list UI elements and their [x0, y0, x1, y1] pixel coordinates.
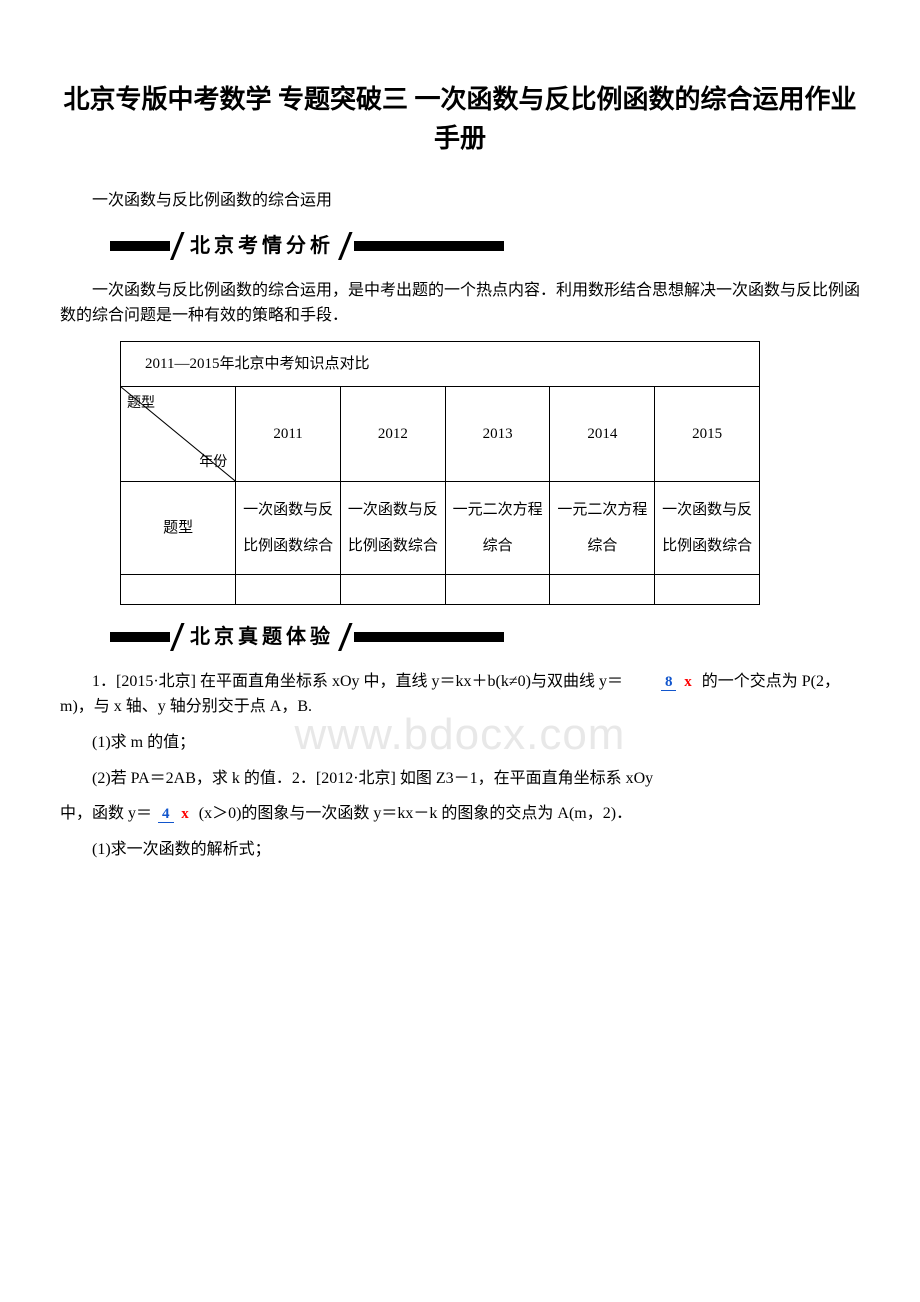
frac-numerator: 4 — [158, 806, 174, 823]
frac-x: x — [684, 674, 692, 690]
table-empty-cell — [340, 574, 445, 604]
question-2-sub1: (1)求一次函数的解析式； — [60, 837, 860, 863]
frac-x: x — [181, 806, 189, 822]
year-header: 2011 — [236, 386, 341, 481]
table-cell: 一次函数与反比例函数综合 — [340, 481, 445, 574]
analysis-text: 一次函数与反比例函数的综合运用，是中考出题的一个热点内容．利用数形结合思想解决一… — [60, 278, 860, 329]
year-header: 2014 — [550, 386, 655, 481]
table-cell: 一元二次方程综合 — [445, 481, 550, 574]
fraction-4-over-x: 4 x — [156, 806, 195, 823]
diag-label-top: 题型 — [127, 393, 155, 415]
banner-slash-icon — [338, 232, 354, 260]
page-title: 北京专版中考数学 专题突破三 一次函数与反比例函数的综合运用作业手册 — [60, 80, 860, 158]
table-cell: 一次函数与反比例函数综合 — [236, 481, 341, 574]
banner-bar-right — [354, 632, 504, 642]
table-cell: 一次函数与反比例函数综合 — [655, 481, 760, 574]
question-1-sub1: (1)求 m 的值； — [60, 730, 860, 756]
fraction-8-over-x: 8 x — [627, 674, 698, 691]
table-data-row: 题型 一次函数与反比例函数综合 一次函数与反比例函数综合 一元二次方程综合 一元… — [121, 481, 760, 574]
q1-text-a: 1．[2015·北京] 在平面直角坐标系 xOy 中，直线 y＝kx＋b(k≠0… — [92, 673, 623, 690]
banner-slash-icon — [338, 623, 354, 651]
q2-text-c: (x＞0)的图象与一次函数 y＝kx－k 的图象的交点为 A(m，2)． — [199, 805, 632, 822]
banner-bar-left — [110, 241, 170, 251]
table-caption-row: 2011—2015年北京中考知识点对比 — [121, 341, 760, 386]
table-empty-cell — [655, 574, 760, 604]
question-1: 1．[2015·北京] 在平面直角坐标系 xOy 中，直线 y＝kx＋b(k≠0… — [60, 669, 860, 720]
table-empty-cell — [550, 574, 655, 604]
banner-text: 北京考情分析 — [186, 230, 338, 262]
frac-denominator: x — [680, 674, 696, 690]
banner-exam: 北京真题体验 — [110, 623, 860, 651]
frac-denominator: x — [177, 806, 193, 822]
banner-slash-icon — [170, 232, 186, 260]
table-caption: 2011—2015年北京中考知识点对比 — [121, 341, 760, 386]
year-header: 2013 — [445, 386, 550, 481]
question-2-line: 中，函数 y＝ 4 x (x＞0)的图象与一次函数 y＝kx－k 的图象的交点为… — [60, 801, 860, 827]
diag-label-bottom: 年份 — [199, 452, 227, 474]
banner-analysis: 北京考情分析 — [110, 232, 860, 260]
comparison-table: 2011—2015年北京中考知识点对比 题型 年份 2011 2012 2013… — [120, 341, 760, 605]
question-1-sub2: (2)若 PA＝2AB，求 k 的值．2．[2012·北京] 如图 Z3－1，在… — [60, 766, 860, 792]
table-empty-cell — [121, 574, 236, 604]
banner-text: 北京真题体验 — [186, 621, 338, 653]
banner-bar-right — [354, 241, 504, 251]
row-label: 题型 — [121, 481, 236, 574]
table-diag-cell: 题型 年份 — [121, 386, 236, 481]
year-header: 2012 — [340, 386, 445, 481]
intro-line: 一次函数与反比例函数的综合运用 — [60, 188, 860, 214]
table-empty-row — [121, 574, 760, 604]
table-cell: 一元二次方程综合 — [550, 481, 655, 574]
frac-numerator: 8 — [661, 674, 677, 691]
banner-bar-left — [110, 632, 170, 642]
year-header: 2015 — [655, 386, 760, 481]
q2-text-b: 中，函数 y＝ — [60, 805, 152, 822]
table-empty-cell — [236, 574, 341, 604]
table-empty-cell — [445, 574, 550, 604]
banner-slash-icon — [170, 623, 186, 651]
table-header-row: 题型 年份 2011 2012 2013 2014 2015 — [121, 386, 760, 481]
